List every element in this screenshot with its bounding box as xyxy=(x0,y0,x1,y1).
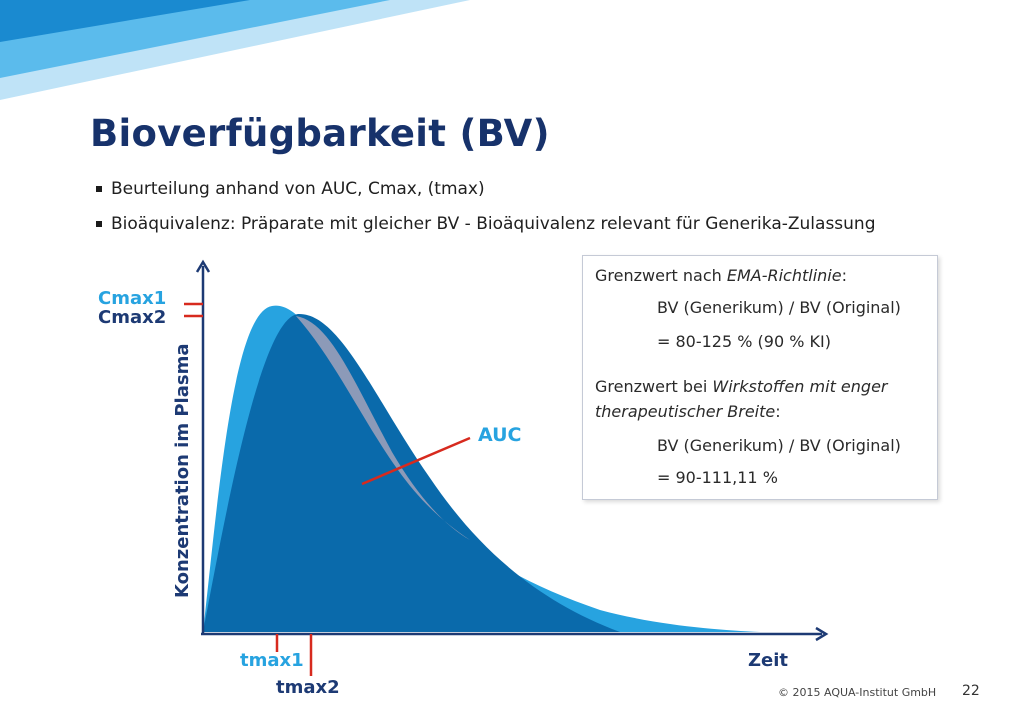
copyright-text: © 2015 AQUA-Institut GmbH xyxy=(778,686,937,699)
bullet-item: Bioäquivalenz: Präparate mit gleicher BV… xyxy=(96,211,876,246)
x-axis-arrow-icon xyxy=(815,626,829,642)
limit-info-box: Grenzwert nach EMA-Richtlinie: BV (Gener… xyxy=(582,255,938,500)
x-axis-label: Zeit xyxy=(748,650,788,671)
info-range-line-1: = 80-125 % (90 % KI) xyxy=(657,332,831,351)
cmax2-label: Cmax2 xyxy=(98,307,166,328)
slide-title: Bioverfügbarkeit (BV) xyxy=(90,112,550,155)
bullet-text: Beurteilung anhand von AUC, Cmax, (tmax) xyxy=(111,179,485,199)
bullet-item: Beurteilung anhand von AUC, Cmax, (tmax) xyxy=(96,176,876,211)
header-banner xyxy=(0,0,470,100)
tmax1-label: tmax1 xyxy=(240,650,304,671)
bullet-text: Bioäquivalenz: Präparate mit gleicher BV… xyxy=(111,214,876,234)
info-heading-ema: Grenzwert nach EMA-Richtlinie: xyxy=(595,266,847,285)
bullet-list: Beurteilung anhand von AUC, Cmax, (tmax)… xyxy=(96,176,876,246)
curve-difference-area xyxy=(296,316,470,540)
info-ratio-line-1: BV (Generikum) / BV (Original) xyxy=(657,298,901,317)
auc-leader-line xyxy=(361,436,471,486)
info-ratio-line-2: BV (Generikum) / BV (Original) xyxy=(657,436,901,455)
square-bullet-icon xyxy=(96,186,102,192)
info-range-line-2: = 90-111,11 % xyxy=(657,468,778,487)
cmax1-label: Cmax1 xyxy=(98,288,166,309)
square-bullet-icon xyxy=(96,221,102,227)
page-number: 22 xyxy=(962,683,980,699)
y-axis-label: Konzentration im Plasma xyxy=(172,344,193,598)
curve-2-area xyxy=(203,313,620,632)
info-heading-narrow: Grenzwert bei Wirkstoffen mit enger xyxy=(595,377,888,396)
y-axis-arrow-icon xyxy=(195,259,211,273)
banner-dark-stripe xyxy=(0,0,250,42)
info-heading-narrow-cont: therapeutischer Breite: xyxy=(595,402,781,421)
auc-label: AUC xyxy=(478,424,522,446)
tmax2-label: tmax2 xyxy=(276,677,340,698)
